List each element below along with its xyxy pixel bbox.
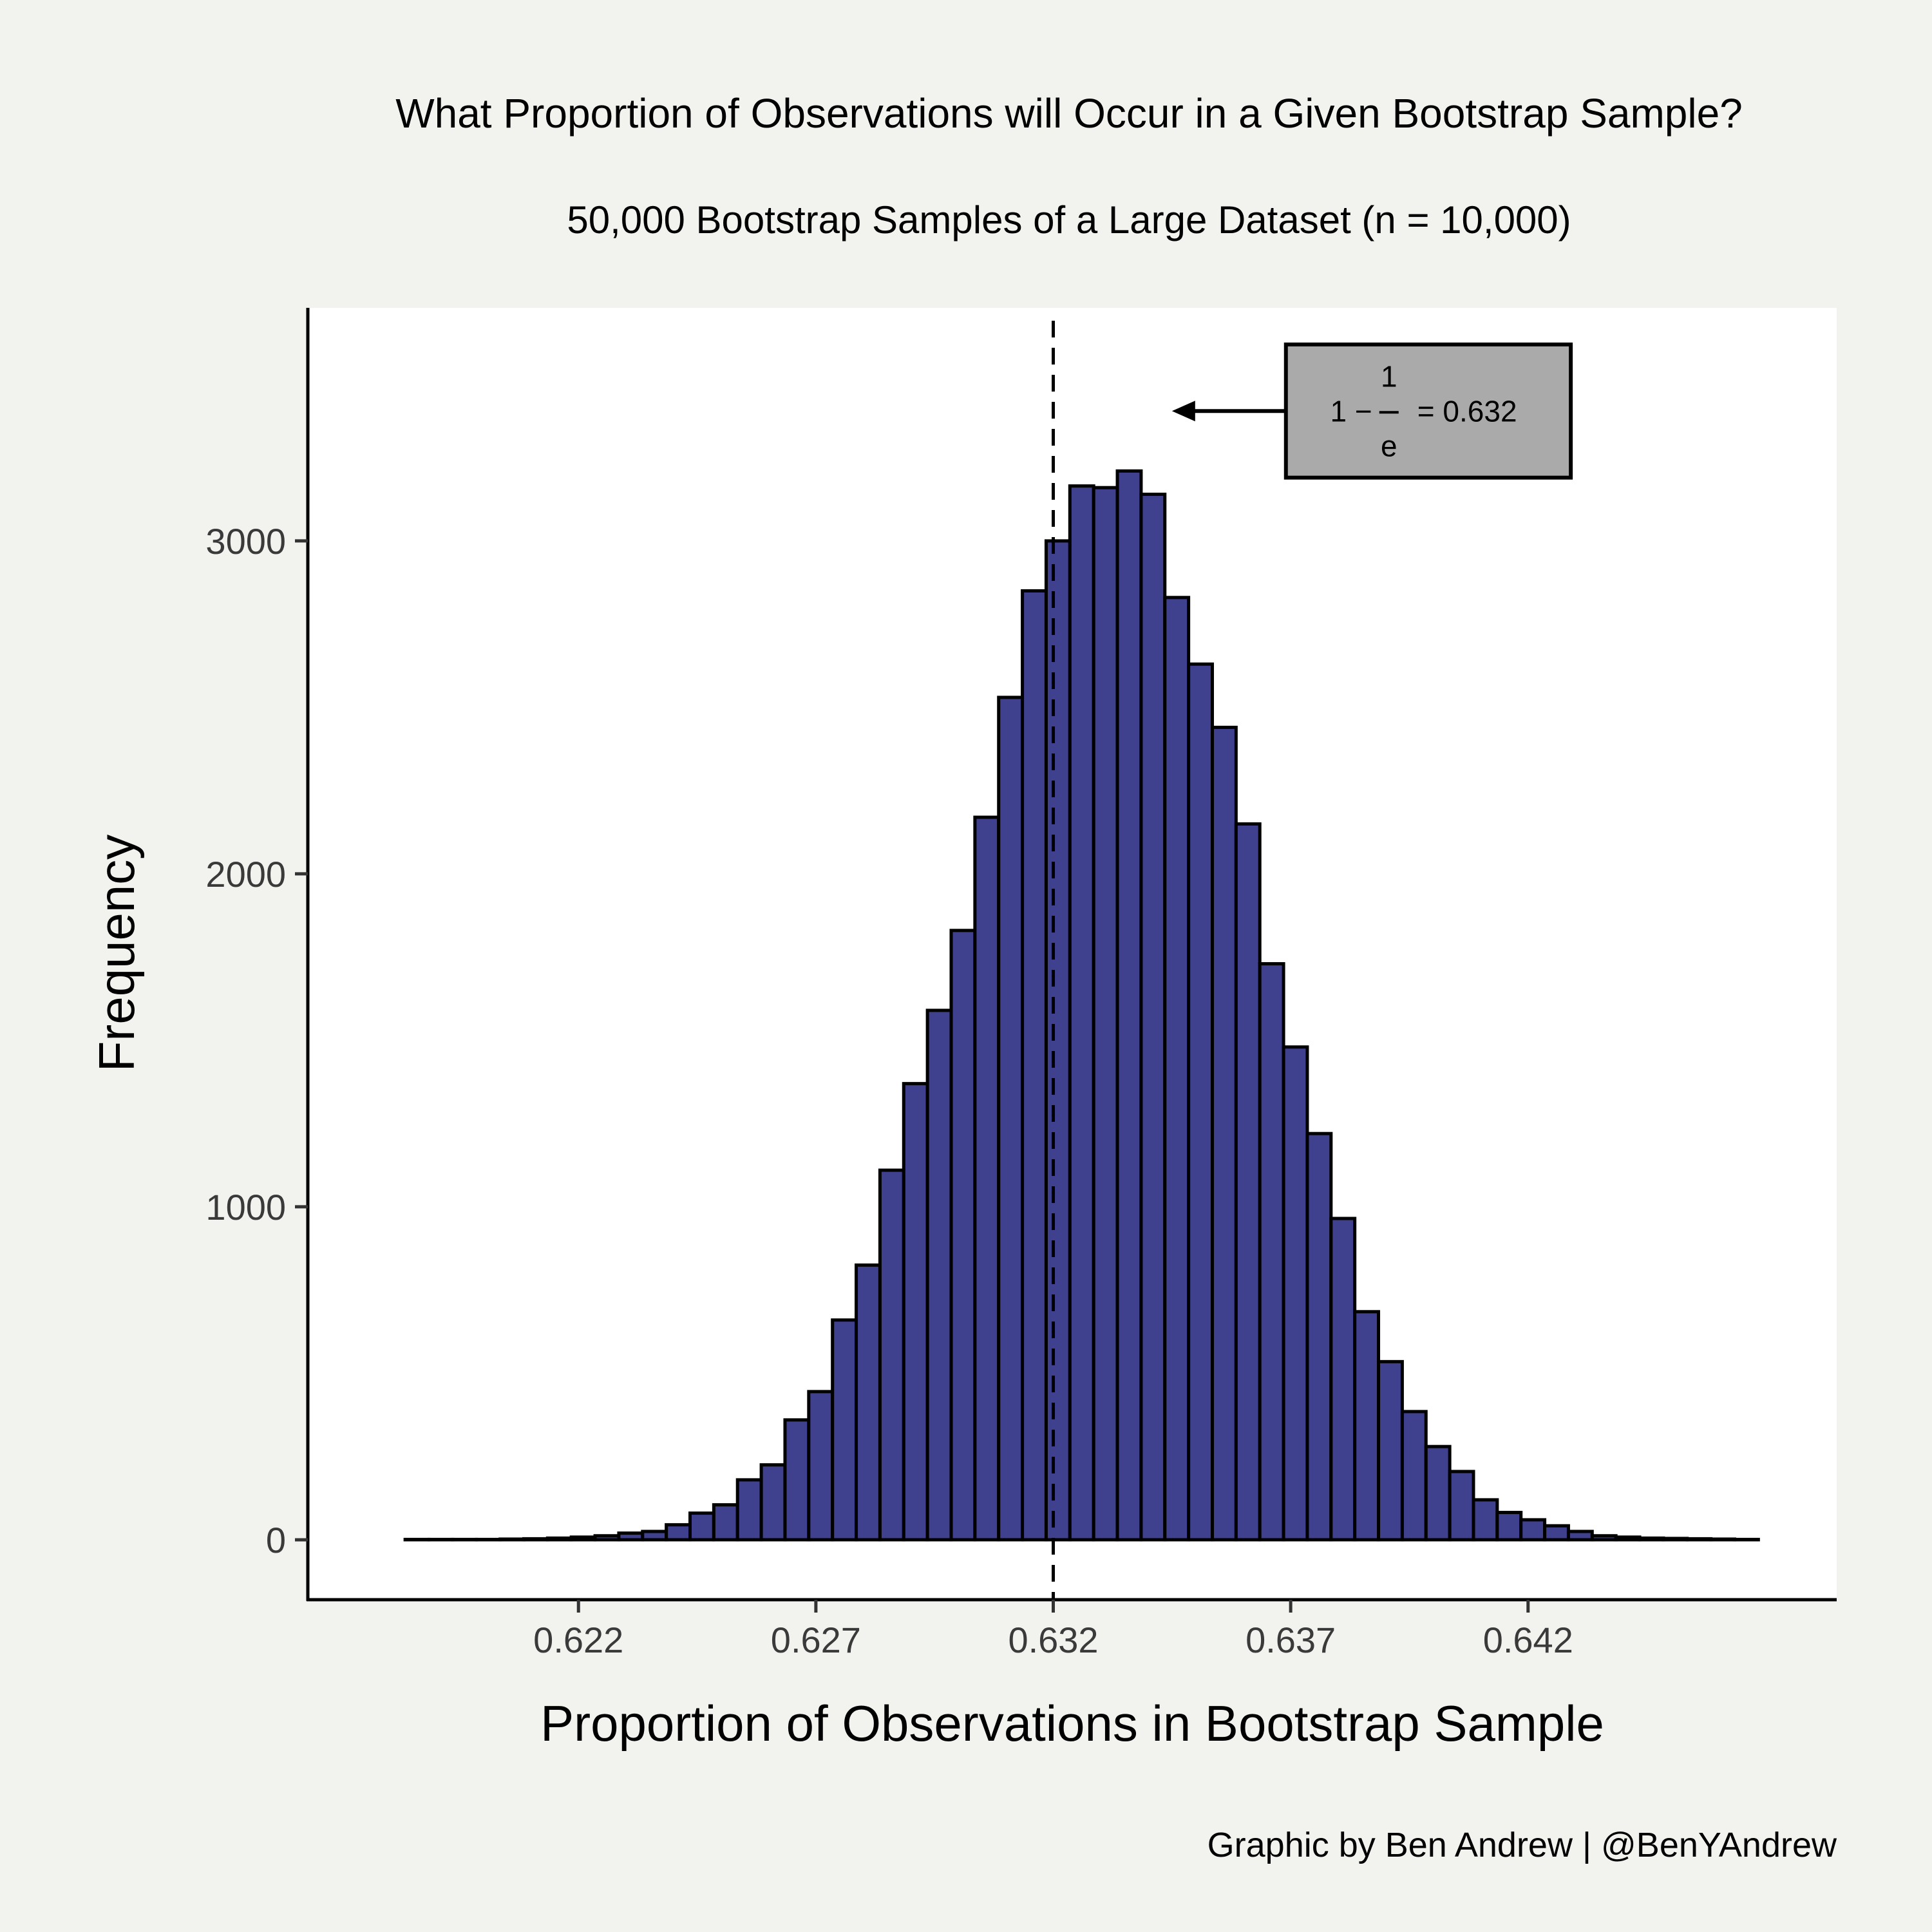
y-tick-label: 3000 bbox=[205, 521, 286, 562]
histogram-bar bbox=[973, 815, 1001, 1542]
y-tick-label: 1000 bbox=[205, 1187, 286, 1227]
x-tick-label: 0.622 bbox=[533, 1620, 623, 1660]
histogram-bar bbox=[617, 1531, 645, 1542]
histogram-bar bbox=[545, 1536, 573, 1542]
histogram-bar bbox=[1519, 1518, 1547, 1542]
annotation-prefix: 1 − bbox=[1331, 394, 1372, 428]
histogram-bar bbox=[1305, 1132, 1333, 1542]
annotation-suffix: = 0.632 bbox=[1417, 394, 1517, 428]
histogram-bar bbox=[831, 1318, 858, 1542]
y-tick-label: 2000 bbox=[205, 854, 286, 895]
histogram-bar bbox=[759, 1463, 787, 1542]
histogram-bar bbox=[641, 1530, 668, 1542]
histogram-bar bbox=[949, 929, 977, 1542]
histogram-bar bbox=[522, 1537, 549, 1542]
x-tick-label: 0.642 bbox=[1483, 1620, 1573, 1660]
histogram-bar bbox=[1685, 1537, 1713, 1542]
x-tick-label: 0.627 bbox=[771, 1620, 861, 1660]
histogram-bar bbox=[1234, 822, 1262, 1542]
y-axis-ticks: 0 1000 2000 3000 bbox=[205, 521, 308, 1560]
annotation-group: 1 − 1 e = 0.632 bbox=[1171, 342, 1573, 480]
histogram-bar bbox=[925, 1009, 953, 1542]
histogram-bar bbox=[712, 1503, 739, 1542]
x-axis-title: Proportion of Observations in Bootstrap … bbox=[540, 1695, 1604, 1752]
histogram-bar bbox=[1044, 539, 1072, 1542]
chart-subtitle: 50,000 Bootstrap Samples of a Large Data… bbox=[567, 198, 1571, 242]
histogram-bar bbox=[593, 1534, 621, 1542]
histogram-bar bbox=[403, 1537, 431, 1542]
histogram-bar bbox=[1590, 1534, 1618, 1542]
histogram-bar bbox=[1282, 1045, 1309, 1542]
histogram-bar bbox=[1472, 1498, 1499, 1542]
annotation-box bbox=[1283, 342, 1573, 480]
histogram-bar bbox=[1400, 1410, 1428, 1542]
histogram-bar bbox=[427, 1537, 455, 1542]
histogram-bar bbox=[665, 1523, 692, 1542]
x-tick-label: 0.632 bbox=[1008, 1620, 1098, 1660]
histogram-bar bbox=[1638, 1536, 1665, 1542]
histogram-bar bbox=[1448, 1470, 1475, 1542]
histogram-bar bbox=[855, 1263, 882, 1542]
histogram-bar bbox=[1021, 589, 1048, 1542]
histogram-bar bbox=[1187, 662, 1214, 1542]
histogram-bar bbox=[902, 1082, 929, 1542]
histogram-bar bbox=[1068, 484, 1095, 1542]
histogram-bar bbox=[997, 696, 1025, 1542]
histogram-bar bbox=[569, 1535, 597, 1542]
histogram-bar bbox=[807, 1390, 835, 1542]
histogram-bar bbox=[1566, 1530, 1594, 1542]
histogram-bar bbox=[1614, 1535, 1642, 1542]
histogram-bar bbox=[1139, 493, 1167, 1542]
histogram-bar bbox=[1732, 1537, 1760, 1542]
histogram-bar bbox=[451, 1537, 478, 1542]
histogram-bar bbox=[688, 1511, 715, 1542]
histogram-bar bbox=[735, 1478, 763, 1542]
histogram-bar bbox=[1163, 596, 1191, 1542]
histogram-bar bbox=[1377, 1359, 1404, 1542]
histogram-bars bbox=[403, 469, 1760, 1542]
annotation-denominator: e bbox=[1381, 429, 1397, 462]
chart-title: What Proportion of Observations will Occ… bbox=[395, 90, 1743, 137]
histogram-bar bbox=[475, 1537, 502, 1542]
histogram-bar bbox=[1424, 1444, 1452, 1542]
arrow-head-icon bbox=[1171, 401, 1195, 422]
histogram-bar bbox=[1329, 1217, 1357, 1542]
histogram-bar bbox=[878, 1168, 905, 1542]
histogram-bar bbox=[1543, 1524, 1570, 1542]
y-tick-label: 0 bbox=[266, 1520, 286, 1560]
x-axis-ticks: 0.622 0.627 0.632 0.637 0.642 bbox=[533, 1600, 1573, 1660]
histogram-bar bbox=[498, 1537, 526, 1542]
y-axis-title: Frequency bbox=[88, 835, 145, 1072]
histogram-bar bbox=[1353, 1310, 1381, 1542]
histogram-bar bbox=[783, 1418, 811, 1542]
histogram-bar bbox=[1258, 962, 1285, 1542]
histogram-bar bbox=[1662, 1537, 1689, 1542]
histogram-bar bbox=[1709, 1537, 1736, 1542]
histogram-bar bbox=[1495, 1511, 1523, 1542]
histogram-bar bbox=[1092, 486, 1119, 1542]
caption: Graphic by Ben Andrew | @BenYAndrew bbox=[1208, 1826, 1837, 1864]
x-tick-label: 0.637 bbox=[1245, 1620, 1336, 1660]
histogram-bar bbox=[1210, 725, 1238, 1542]
histogram-bar bbox=[1115, 469, 1143, 1542]
annotation-numerator: 1 bbox=[1381, 359, 1397, 393]
